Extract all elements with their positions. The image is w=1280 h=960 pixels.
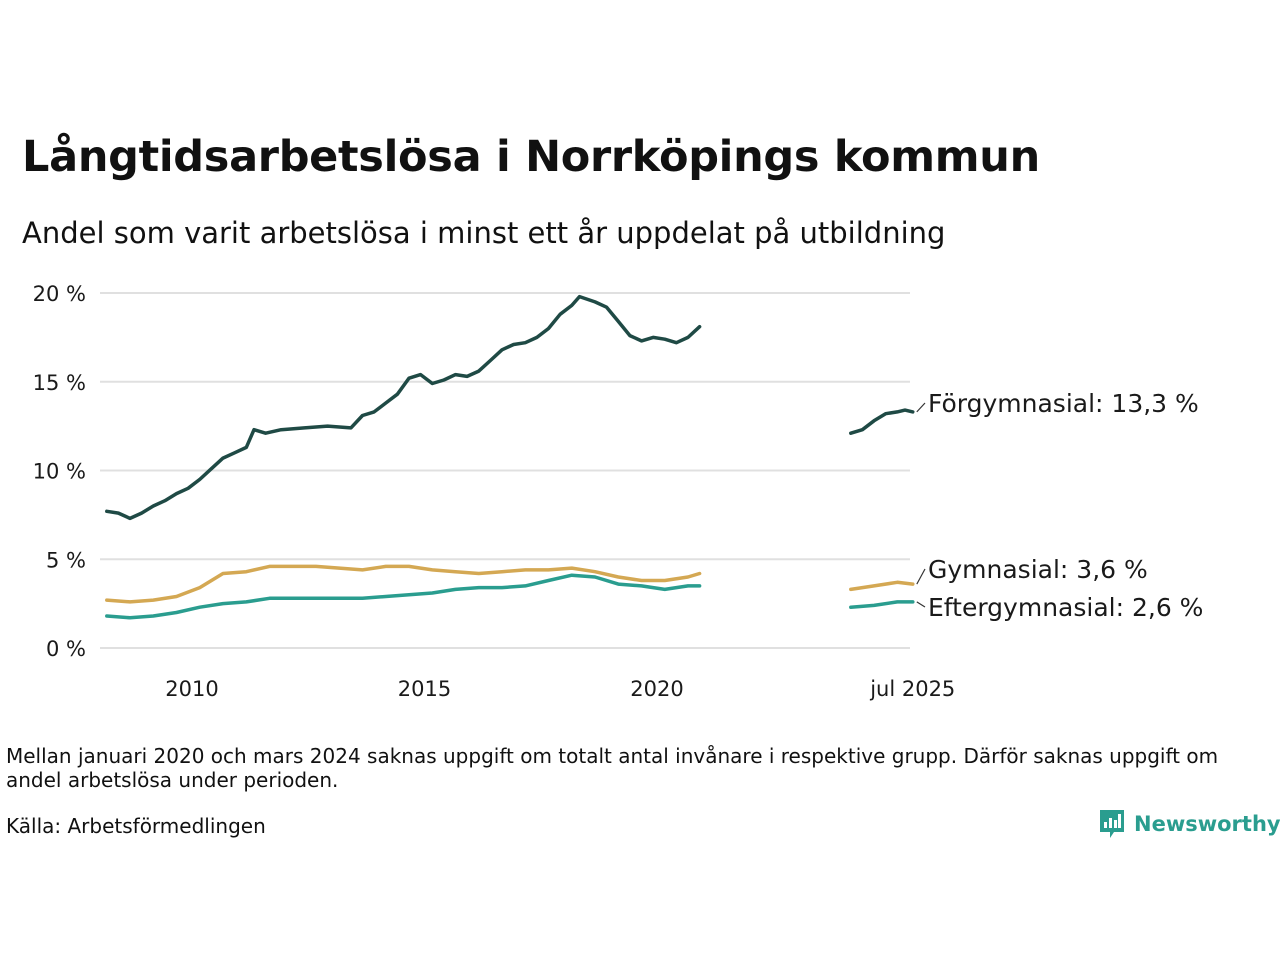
series-line-eftergymnasial — [105, 573, 915, 620]
y-tick-label: 5 % — [46, 548, 86, 572]
label-leader-line — [916, 402, 926, 413]
x-tick-label: 2010 — [165, 677, 218, 701]
newsworthy-logo-icon — [1100, 810, 1124, 838]
series-end-label: Förgymnasial: 13,3 % — [928, 389, 1199, 418]
gridlines — [100, 292, 910, 649]
brand-logo[interactable]: Newsworthy — [1098, 808, 1280, 840]
label-leader-line — [916, 601, 926, 608]
brand-name: Newsworthy — [1134, 812, 1280, 836]
series-line-gymnasial — [105, 564, 915, 604]
x-axis-ticks: 2010 2015 2020 jul 2025 — [165, 677, 955, 701]
x-tick-label: 2015 — [398, 677, 451, 701]
series-end-labels: Förgymnasial: 13,3 % Gymnasial: 3,6 % Efte… — [916, 389, 1203, 622]
y-tick-label: 0 % — [46, 637, 86, 661]
series-end-label: Gymnasial: 3,6 % — [928, 555, 1148, 584]
line-chart: 0 %5 %10 %15 %20 % 2010 2015 2020 jul 2025 … — [33, 282, 1204, 701]
label-leader-line — [916, 568, 926, 585]
series-line-forgymnasial — [105, 294, 915, 521]
x-tick-label: 2020 — [630, 677, 683, 701]
y-axis-ticks: 0 % 5 % 10 % 15 % 20 % — [33, 282, 86, 661]
y-tick-label: 10 % — [33, 460, 86, 484]
footnote: Mellan januari 2020 och mars 2024 saknas… — [6, 744, 1219, 792]
series-lines — [105, 294, 915, 620]
y-tick-label: 20 % — [33, 282, 86, 306]
x-tick-label: jul 2025 — [869, 677, 955, 701]
y-tick-label: 15 % — [33, 371, 86, 395]
source-credit: Källa: Arbetsförmedlingen — [6, 814, 266, 838]
chart-subtitle: Andel som varit arbetslösa i minst ett å… — [22, 216, 946, 250]
chart-title: Långtidsarbetslösa i Norrköpings kommun — [22, 132, 1040, 182]
series-end-label: Eftergymnasial: 2,6 % — [928, 593, 1203, 622]
